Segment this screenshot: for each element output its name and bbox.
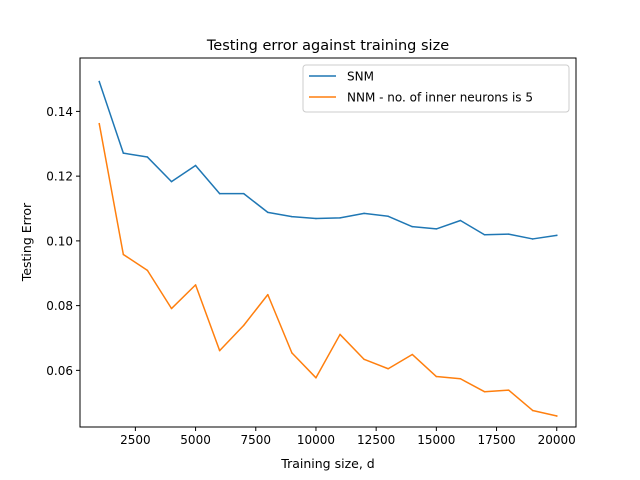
x-tick-label: 10000 — [297, 433, 335, 447]
chart-title: Testing error against training size — [206, 38, 449, 54]
data-point — [146, 156, 149, 158]
data-point — [507, 389, 510, 391]
y-tick-label: 0.08 — [46, 299, 73, 313]
data-point — [531, 409, 534, 412]
data-point — [315, 217, 317, 220]
data-point — [459, 219, 462, 222]
data-point — [122, 152, 125, 154]
x-tick-label: 5000 — [180, 433, 211, 447]
data-point — [507, 233, 510, 235]
legend-box — [302, 64, 570, 113]
data-point — [531, 238, 534, 240]
series-line-1 — [98, 80, 558, 240]
data-point — [242, 192, 245, 195]
x-tick-label: 7500 — [240, 433, 271, 447]
data-point — [170, 180, 173, 183]
x-tick-label: 2500 — [120, 433, 151, 447]
data-point — [435, 375, 438, 378]
data-point — [435, 228, 438, 230]
legend-label: SNM — [347, 70, 374, 84]
data-point — [218, 349, 221, 352]
data-point — [291, 215, 293, 218]
data-point — [242, 324, 245, 327]
y-tick-label: 0.06 — [46, 364, 73, 378]
data-point — [170, 307, 173, 310]
data-point — [339, 333, 341, 336]
data-point — [555, 415, 558, 417]
data-point — [98, 80, 101, 83]
y-tick-label: 0.14 — [46, 105, 73, 119]
series-line-2 — [98, 122, 558, 417]
data-point — [218, 192, 221, 195]
x-axis-label: Training size, d — [280, 456, 374, 471]
x-tick-label: 20000 — [538, 433, 576, 447]
data-point — [483, 390, 486, 393]
data-point — [387, 215, 389, 218]
data-point — [363, 212, 365, 215]
y-axis-label: Testing Error — [19, 202, 34, 282]
x-tick-label: 12500 — [357, 433, 395, 447]
data-point — [267, 211, 269, 214]
data-point — [146, 269, 149, 272]
data-point — [411, 353, 414, 356]
data-point — [411, 225, 414, 228]
data-point — [98, 122, 101, 125]
x-tick-label: 15000 — [417, 433, 455, 447]
x-axis: 2500 5000 7500 10000 12500 15000 17500 20000 — [120, 427, 576, 447]
y-tick-label: 0.10 — [46, 234, 73, 248]
data-point — [315, 377, 317, 379]
data-point — [339, 217, 341, 219]
y-axis: 0.06 0.08 0.10 0.12 0.14 — [46, 105, 80, 378]
legend-label: NNM - no. of inner neurons is 5 — [347, 91, 533, 105]
plot-area — [98, 80, 558, 417]
x-tick-label: 17500 — [477, 433, 515, 447]
data-point — [363, 358, 365, 361]
data-point — [459, 378, 462, 380]
data-point — [555, 234, 558, 237]
data-point — [194, 284, 197, 286]
plot-frame — [79, 57, 577, 428]
data-point — [483, 233, 486, 236]
data-point — [122, 253, 125, 256]
legend: SNM NNM - no. of inner neurons is 5 — [302, 64, 570, 113]
y-tick-label: 0.12 — [46, 170, 73, 184]
data-point — [387, 367, 389, 370]
data-point — [267, 293, 269, 296]
data-point — [291, 352, 293, 354]
data-point — [194, 164, 197, 167]
